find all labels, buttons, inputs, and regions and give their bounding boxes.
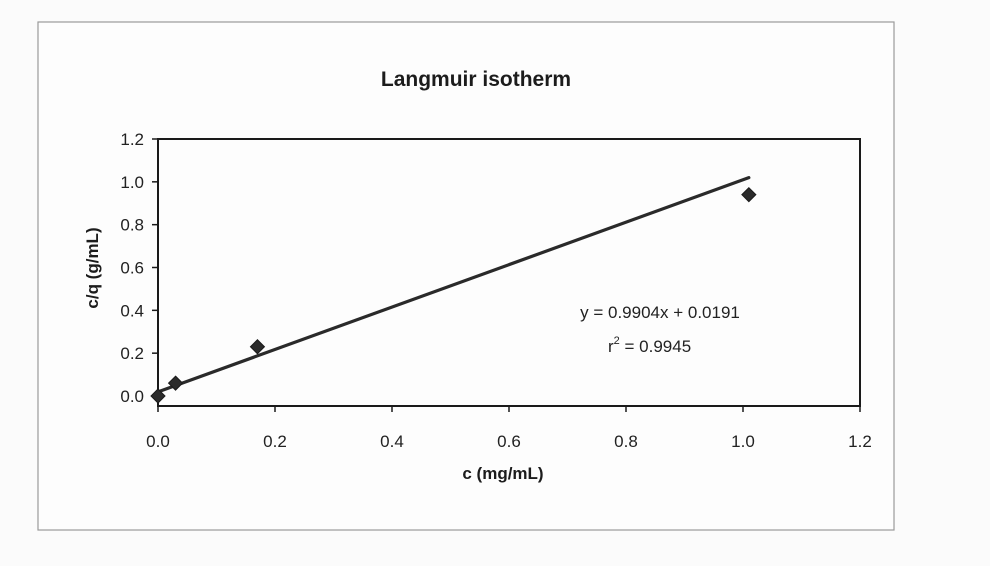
ticks-layer — [152, 138, 861, 412]
y-tick-label: 0.2 — [120, 344, 144, 363]
y-tick-label: 0.8 — [120, 216, 144, 235]
trendline-equation: y = 0.9904x + 0.0191 — [580, 303, 740, 322]
r-squared-value: = 0.9945 — [620, 337, 691, 356]
data-point-1 — [167, 375, 184, 391]
y-tick-label: 0.6 — [120, 259, 144, 278]
x-axis-title: c (mg/mL) — [462, 464, 543, 483]
r-squared-r: r — [608, 337, 614, 356]
y-axis-title: c/q (g/mL) — [83, 227, 102, 308]
r-squared-exponent: 2 — [614, 335, 620, 347]
data-points — [150, 186, 757, 404]
y-tick-label: 0.4 — [120, 301, 144, 320]
x-tick-label: 0.4 — [380, 432, 404, 451]
y-tick-label: 0.0 — [120, 387, 144, 406]
x-tick-label: 0.8 — [614, 432, 638, 451]
y-tick-label: 1.0 — [120, 173, 144, 192]
x-tick-label: 0.6 — [497, 432, 521, 451]
chart-area-border — [37, 21, 895, 531]
data-point-0 — [150, 388, 166, 404]
x-tick-label: 1.0 — [731, 432, 755, 451]
x-tick-label: 0.0 — [146, 432, 170, 451]
y-tick-label: 1.2 — [120, 130, 144, 149]
data-point-2 — [249, 339, 266, 355]
y-tick-labels: 0.0 0.2 0.4 0.6 0.8 1.0 1.2 — [120, 130, 144, 406]
x-tick-label: 1.2 — [848, 432, 872, 451]
chart-title: Langmuir isotherm — [381, 68, 571, 91]
x-tick-label: 0.2 — [263, 432, 287, 451]
trendline — [156, 176, 751, 394]
x-tick-labels: 0.0 0.2 0.4 0.6 0.8 1.0 1.2 — [146, 432, 872, 451]
data-point-3 — [741, 186, 757, 203]
r-squared-label: r2 = 0.9945 — [608, 335, 691, 356]
